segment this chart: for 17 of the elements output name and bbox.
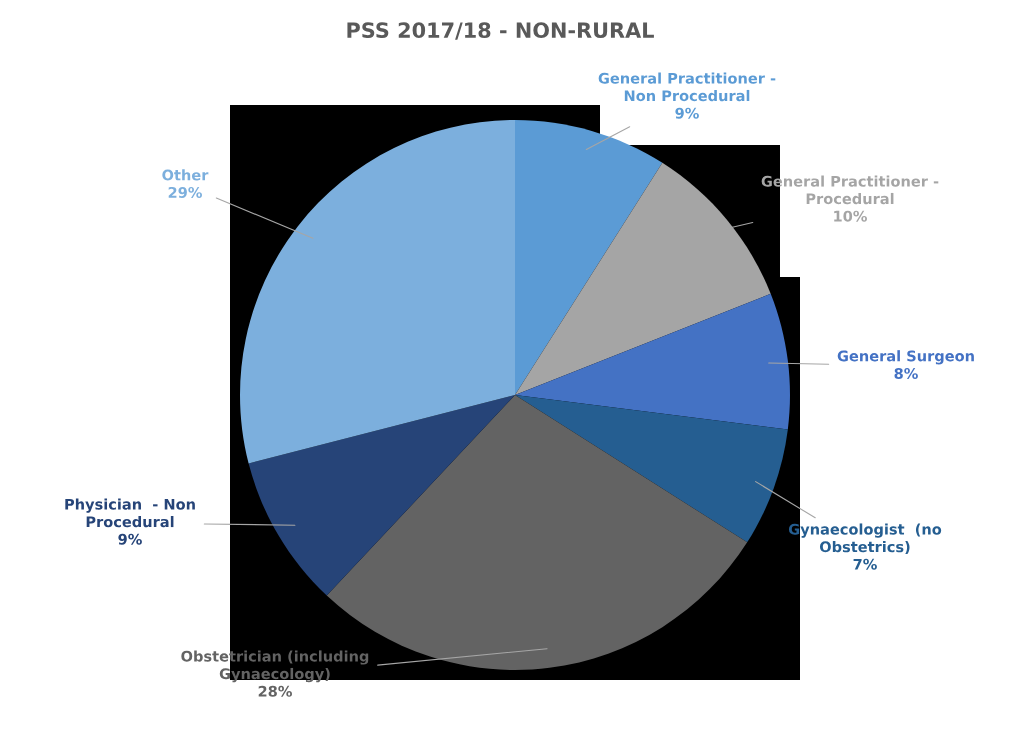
data-label: 28% — [258, 685, 292, 697]
pie-slice — [515, 395, 788, 543]
data-label: 10% — [834, 210, 867, 222]
pie-slice — [515, 120, 663, 395]
slice-label: Physician - Non Procedural — [65, 498, 195, 528]
data-label: 7% — [853, 558, 877, 570]
data-label: 8% — [894, 367, 918, 380]
pie-slice — [515, 293, 790, 430]
slice-label: General Practitioner - Non Procedural — [598, 72, 776, 102]
pie-slice — [248, 395, 515, 596]
pie-slice — [240, 120, 515, 464]
data-label: 9% — [675, 107, 699, 119]
data-label: 29% — [168, 186, 202, 198]
slice-label: General Surgeon — [837, 350, 974, 365]
slice-label: Other — [162, 169, 209, 181]
data-label: 9% — [118, 533, 142, 545]
chart-title: PSS 2017/18 - NON-RURAL — [347, 22, 654, 40]
